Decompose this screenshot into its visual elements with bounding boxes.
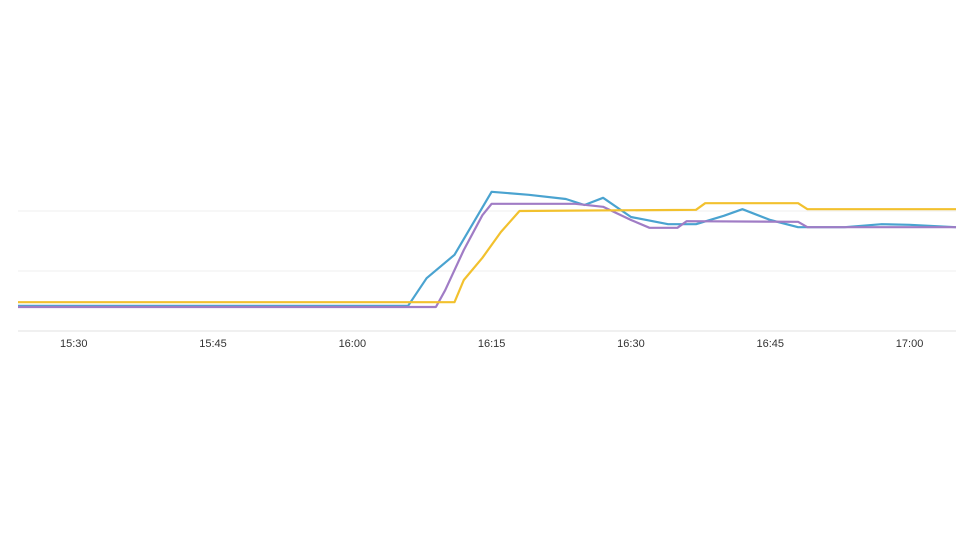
x-tick-label: 15:30 [60, 338, 88, 350]
series-line [18, 202, 956, 309]
x-tick-label: 15:45 [199, 338, 227, 350]
x-tick-label: 16:30 [617, 338, 645, 350]
x-tick-label: 16:45 [756, 338, 784, 350]
series-line [18, 202, 956, 304]
x-tick-label: 17:00 [896, 338, 924, 350]
x-tick-label: 16:15 [478, 338, 506, 350]
x-tick-label: 16:00 [339, 338, 367, 350]
